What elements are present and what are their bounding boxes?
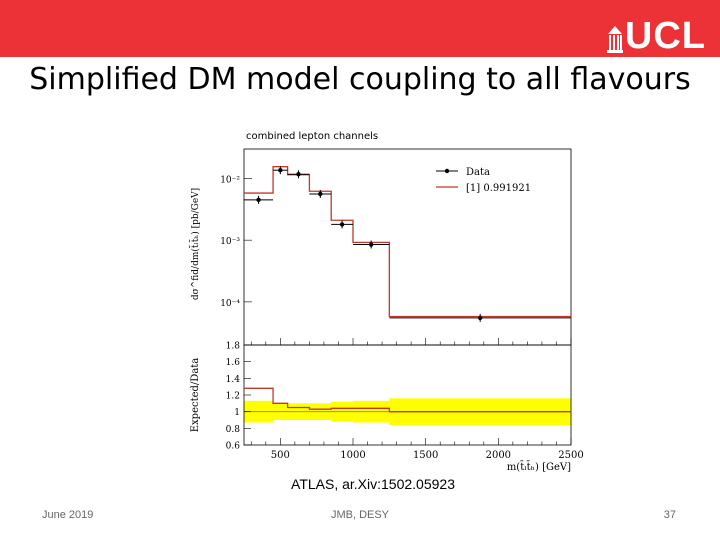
y-tick-label: 10⁻⁴: [220, 299, 240, 309]
data-point: [339, 222, 345, 227]
x-tick-label: 1000: [340, 450, 365, 461]
y-tick-label: 1.8: [226, 342, 241, 352]
ratio-panel-frame: [243, 344, 572, 446]
legend-entry-model: [1] 0.991921: [466, 183, 531, 194]
y-tick-label: 10⁻³: [220, 237, 240, 247]
data-point: [477, 315, 483, 321]
y-tick-label: 0.8: [226, 425, 241, 435]
legend-entry-data: Data: [466, 167, 490, 178]
footer-page-number: 37: [663, 509, 676, 521]
y-axis-label-top: dσ^fid/dm(t̄ₗt̄ₕ) [pb/GeV]: [189, 188, 201, 300]
slide-title: Simplified DM model coupling to all flav…: [29, 62, 691, 97]
x-tick-label: 2000: [486, 450, 511, 461]
panel-label: combined lepton channels: [246, 131, 378, 142]
data-point: [278, 168, 283, 173]
footer-author: JMB, DESY: [330, 509, 390, 521]
y-tick-label: 1: [234, 408, 240, 418]
x-axis-label: m(t̄ₗt̄ₕ) [GeV]: [507, 461, 571, 473]
logo-text: UCL: [624, 15, 706, 57]
y-tick-label: 0.6: [226, 442, 241, 452]
header-bar: UCL: [0, 0, 720, 57]
portico-icon: [606, 26, 623, 53]
figure-caption: ATLAS, ar.Xiv:1502.05923: [291, 476, 455, 492]
x-tick-label: 500: [271, 450, 290, 461]
y-tick-label: 1.4: [226, 375, 241, 385]
y-tick-label: 1.6: [226, 358, 241, 368]
data-point: [256, 197, 261, 203]
data-point: [368, 242, 374, 247]
y-tick-label: 1.2: [226, 392, 240, 402]
cross-section-plot: combined lepton channels 500 1000 1500 2000 2…: [189, 131, 584, 473]
footer-date: June 2019: [42, 509, 94, 521]
top-panel-frame: [243, 148, 572, 346]
ucl-logo: UCL: [606, 15, 706, 57]
x-tick-label: 1500: [413, 450, 438, 461]
y-tick-label: 10⁻²: [220, 175, 240, 185]
y-axis-label-bottom: Expected/Data: [190, 358, 201, 433]
x-tick-label: 2500: [558, 450, 583, 461]
data-point: [318, 191, 323, 197]
legend-data-marker: [444, 168, 450, 174]
data-point: [296, 172, 301, 177]
ratio-histogram: [244, 387, 571, 413]
